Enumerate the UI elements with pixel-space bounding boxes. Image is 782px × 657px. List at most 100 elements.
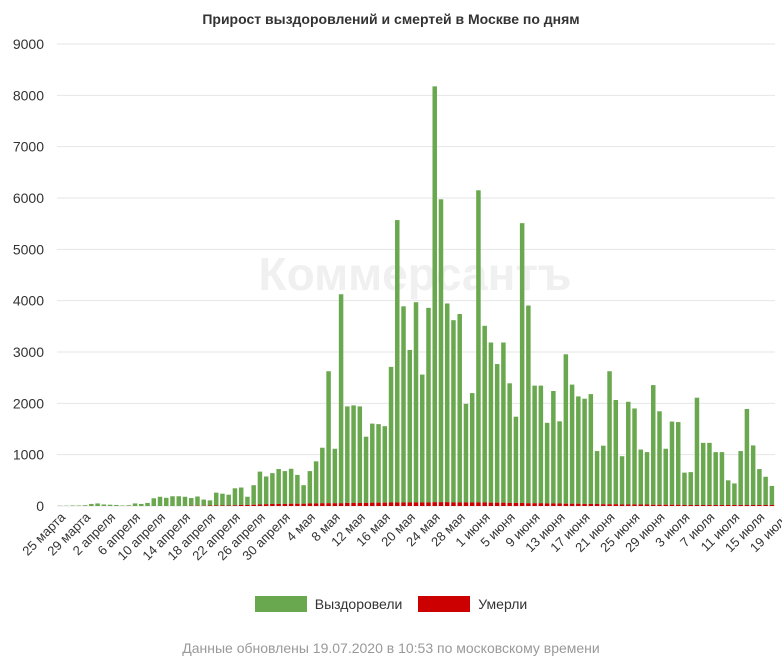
bar-deaths[interactable] [488, 502, 494, 506]
bar-recovered[interactable] [207, 500, 213, 506]
bar-recovered[interactable] [569, 384, 575, 504]
bar-recovered[interactable] [332, 448, 338, 504]
bar-deaths[interactable] [757, 504, 762, 506]
bar-recovered[interactable] [501, 342, 506, 503]
bar-recovered[interactable] [251, 485, 256, 505]
bar-deaths[interactable] [251, 504, 256, 506]
bar-deaths[interactable] [476, 502, 481, 506]
bar-deaths[interactable] [763, 504, 768, 506]
bar-recovered[interactable] [463, 403, 469, 503]
bar-recovered[interactable] [682, 472, 687, 505]
bar-deaths[interactable] [345, 502, 350, 506]
bar-recovered[interactable] [320, 447, 325, 504]
bar-deaths[interactable] [707, 504, 712, 506]
bar-recovered[interactable] [507, 383, 512, 503]
bar-recovered[interactable] [663, 448, 668, 505]
bar-recovered[interactable] [188, 498, 194, 506]
bar-deaths[interactable] [725, 504, 731, 506]
bar-deaths[interactable] [513, 502, 519, 506]
bar-recovered[interactable] [476, 190, 481, 503]
bar-deaths[interactable] [363, 502, 369, 506]
bar-deaths[interactable] [232, 505, 238, 506]
bar-recovered[interactable] [82, 505, 88, 506]
bar-deaths[interactable] [700, 504, 706, 506]
bar-recovered[interactable] [263, 476, 269, 505]
bar-deaths[interactable] [576, 503, 581, 506]
bar-deaths[interactable] [501, 502, 506, 506]
bar-recovered[interactable] [376, 424, 381, 503]
bar-deaths[interactable] [719, 504, 725, 506]
bar-deaths[interactable] [207, 505, 213, 506]
bar-recovered[interactable] [307, 471, 313, 504]
bar-recovered[interactable] [270, 473, 275, 504]
bar-recovered[interactable] [388, 366, 394, 503]
bar-recovered[interactable] [357, 406, 363, 503]
bar-deaths[interactable] [213, 505, 219, 506]
bar-recovered[interactable] [282, 471, 288, 504]
bar-recovered[interactable] [407, 349, 413, 503]
bar-deaths[interactable] [694, 504, 700, 506]
bar-deaths[interactable] [326, 503, 331, 506]
bar-deaths[interactable] [401, 502, 406, 506]
bar-recovered[interactable] [457, 314, 462, 503]
bar-deaths[interactable] [632, 504, 637, 506]
bar-recovered[interactable] [469, 393, 475, 503]
bar-deaths[interactable] [494, 502, 500, 506]
bar-recovered[interactable] [725, 480, 731, 505]
bar-deaths[interactable] [569, 503, 575, 506]
bar-deaths[interactable] [438, 502, 444, 506]
bar-deaths[interactable] [376, 502, 381, 506]
bar-deaths[interactable] [582, 503, 587, 506]
bar-recovered[interactable] [601, 445, 606, 505]
bar-recovered[interactable] [757, 469, 762, 505]
legend-item-recovered[interactable]: Выздоровели [254, 596, 402, 612]
bar-recovered[interactable] [700, 442, 706, 505]
bar-recovered[interactable] [588, 394, 594, 504]
bar-recovered[interactable] [182, 496, 188, 506]
bar-recovered[interactable] [338, 294, 344, 504]
bar-recovered[interactable] [351, 405, 356, 503]
bar-recovered[interactable] [288, 468, 294, 504]
bar-deaths[interactable] [651, 504, 656, 506]
bar-recovered[interactable] [638, 449, 644, 505]
bar-recovered[interactable] [763, 476, 768, 505]
bar-deaths[interactable] [313, 503, 319, 506]
bar-deaths[interactable] [532, 503, 537, 506]
bar-deaths[interactable] [594, 503, 600, 506]
bar-recovered[interactable] [413, 302, 419, 503]
bar-deaths[interactable] [675, 504, 681, 506]
bar-recovered[interactable] [544, 422, 550, 504]
bar-recovered[interactable] [139, 503, 144, 506]
bar-deaths[interactable] [257, 504, 263, 506]
bar-deaths[interactable] [738, 504, 743, 506]
bar-deaths[interactable] [626, 504, 631, 506]
bar-deaths[interactable] [657, 504, 662, 506]
bar-recovered[interactable] [257, 471, 263, 505]
bar-deaths[interactable] [601, 504, 606, 506]
bar-recovered[interactable] [519, 223, 525, 503]
bar-recovered[interactable] [538, 385, 544, 504]
bar-deaths[interactable] [507, 502, 512, 506]
bar-recovered[interactable] [126, 505, 132, 506]
bar-deaths[interactable] [444, 502, 450, 506]
bar-recovered[interactable] [395, 220, 400, 503]
bar-deaths[interactable] [663, 504, 668, 506]
bar-recovered[interactable] [594, 451, 600, 504]
bar-recovered[interactable] [76, 505, 82, 506]
bar-recovered[interactable] [114, 504, 119, 506]
bar-recovered[interactable] [101, 504, 107, 506]
bar-deaths[interactable] [732, 504, 737, 506]
bar-recovered[interactable] [563, 354, 569, 504]
bar-deaths[interactable] [688, 504, 693, 506]
bar-deaths[interactable] [544, 503, 550, 506]
bar-deaths[interactable] [432, 502, 437, 506]
bar-recovered[interactable] [707, 442, 712, 505]
bar-deaths[interactable] [451, 502, 456, 506]
bar-recovered[interactable] [107, 504, 113, 506]
bar-deaths[interactable] [332, 503, 338, 506]
bar-deaths[interactable] [270, 503, 275, 506]
bar-recovered[interactable] [769, 485, 775, 505]
bar-recovered[interactable] [95, 503, 100, 506]
bar-deaths[interactable] [226, 505, 231, 506]
bar-recovered[interactable] [551, 391, 556, 504]
